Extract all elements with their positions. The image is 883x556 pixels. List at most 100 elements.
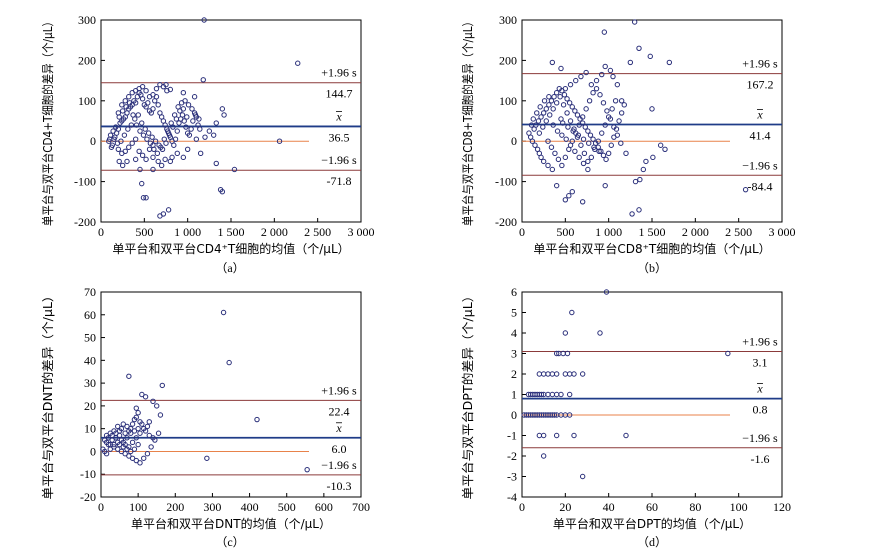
data-point [197, 150, 204, 157]
data-point [538, 114, 544, 120]
panel-caption: （b） [637, 261, 667, 275]
data-point [725, 350, 731, 357]
data-point [155, 430, 162, 436]
data-point [133, 414, 139, 420]
lower-limit-value: -10.3 [327, 479, 352, 493]
data-point [185, 102, 192, 108]
data-point [586, 140, 592, 146]
data-point [123, 104, 129, 110]
data-point [600, 100, 607, 106]
data-point [103, 432, 110, 439]
data-point [587, 132, 594, 138]
data-point [545, 371, 551, 377]
data-point [202, 134, 208, 140]
data-point [158, 162, 165, 169]
data-point [579, 371, 586, 377]
mean-name: x [756, 382, 763, 396]
data-point [564, 96, 570, 102]
data-point [604, 108, 610, 114]
data-point [585, 158, 591, 165]
data-point [579, 114, 586, 120]
data-point [140, 132, 147, 138]
data-point [111, 441, 117, 448]
data-point [558, 65, 564, 72]
lower-limit-value: -84.4 [748, 179, 773, 193]
data-point [553, 350, 560, 357]
data-point [155, 158, 161, 165]
data-point [111, 444, 117, 450]
data-point [614, 132, 621, 138]
data-point [189, 106, 195, 112]
data-point [165, 128, 171, 134]
y-tick-label: -200 [495, 215, 517, 229]
data-point [122, 430, 128, 436]
data-point [540, 158, 547, 165]
upper-limit-name: +1.96 s [321, 383, 357, 397]
x-tick-label: 400 [241, 500, 259, 514]
data-point [213, 120, 219, 126]
data-point [121, 132, 128, 138]
data-point [109, 142, 115, 148]
data-point [107, 446, 113, 452]
data-point [570, 128, 576, 134]
data-point [632, 178, 639, 185]
data-point [153, 85, 160, 92]
data-point [126, 373, 132, 379]
data-point [560, 350, 566, 357]
x-tick-label: 1 000 [174, 225, 201, 239]
data-point [597, 92, 603, 98]
data-point [585, 166, 591, 173]
data-point [649, 106, 655, 112]
data-point [595, 138, 601, 144]
data-point [120, 444, 126, 450]
data-point [554, 128, 561, 134]
data-point [560, 120, 566, 126]
y-tick-label: 20 [84, 399, 96, 413]
data-point [126, 100, 133, 106]
data-point [158, 144, 164, 150]
data-point [154, 403, 160, 409]
data-point [164, 88, 170, 94]
data-point [141, 455, 147, 461]
data-point [126, 94, 132, 100]
data-point [609, 106, 615, 112]
data-point [538, 391, 545, 398]
y-tick-label: 0 [511, 408, 517, 422]
data-point [564, 350, 571, 357]
data-point [175, 104, 181, 110]
data-point [160, 83, 167, 90]
data-point [540, 124, 546, 130]
data-point [588, 154, 595, 161]
data-point [116, 158, 122, 165]
data-point [612, 98, 619, 104]
y-tick-label: 30 [84, 376, 96, 390]
data-point [599, 71, 605, 78]
data-point [742, 186, 749, 193]
data-point [611, 124, 617, 130]
x-tick-label: 1 500 [639, 225, 666, 239]
data-point [666, 59, 673, 66]
data-point [552, 150, 558, 157]
data-point [124, 435, 130, 441]
data-point [146, 432, 152, 439]
y-tick-label: 100 [499, 94, 517, 108]
data-point [304, 466, 310, 473]
data-point [662, 146, 668, 152]
data-point [150, 92, 156, 98]
data-point [553, 371, 560, 377]
data-point [179, 112, 186, 118]
data-point [145, 130, 152, 136]
data-point [580, 160, 587, 167]
data-point [550, 122, 556, 128]
data-point [583, 106, 589, 112]
y-tick-label: 100 [78, 94, 96, 108]
x-tick-label: 0 [519, 225, 525, 239]
y-tick-label: 0 [90, 444, 96, 458]
y-tick-label: -10 [80, 467, 96, 481]
y-tick-label: 200 [78, 53, 96, 67]
y-tick-label: 1 [511, 388, 517, 402]
data-point [146, 419, 152, 425]
y-axis-label: 单平台与双平台CD4+T细胞的差异（个/μL） [40, 16, 55, 226]
y-tick-label: 10 [84, 422, 96, 436]
data-point [124, 158, 130, 165]
